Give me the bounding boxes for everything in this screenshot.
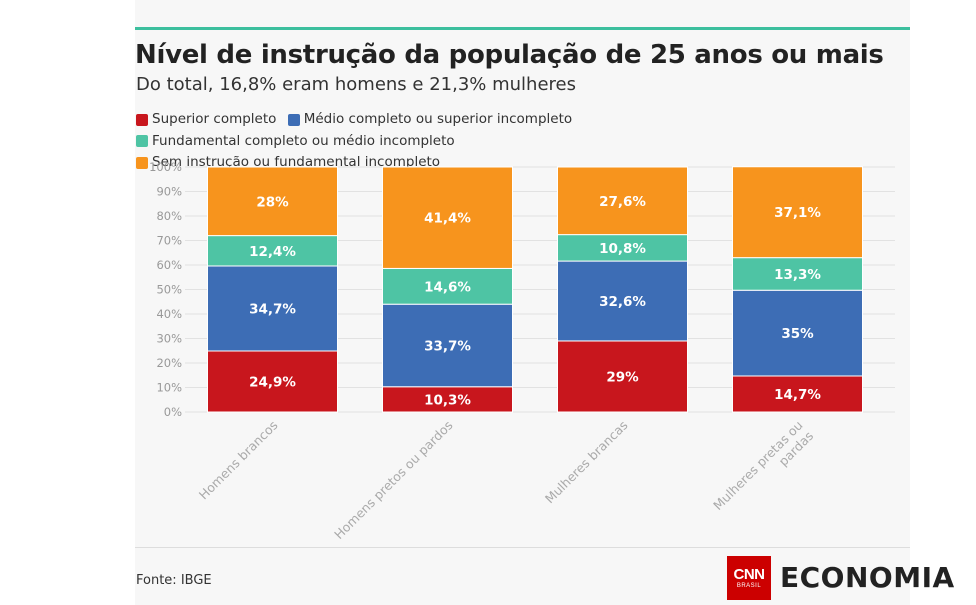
data-label: 33,7% [424,338,471,354]
bar-segment [382,386,513,413]
data-label: 24,9% [249,374,296,390]
bar-segment [382,303,513,388]
legend-item-sem-instrucao: Sem instrução ou fundamental incompleto [136,153,440,172]
legend-label: Superior completo [152,111,277,127]
x-tick-label: Mulheres brancas [542,418,631,507]
y-tick-label: 20% [156,356,182,370]
x-tick-label: Homens brancos [196,418,281,503]
legend-label: Médio completo ou superior incompleto [303,111,573,127]
bar-segment [207,350,338,413]
data-label: 12,4% [249,244,296,260]
data-label: 27,6% [599,194,646,210]
bar-segment [382,166,513,269]
data-label: 14,7% [774,387,821,403]
logo-sub-text: BRASIL [736,582,762,589]
y-tick-label: 30% [156,332,182,346]
chart-subtitle: Do total, 16,8% eram homens e 21,3% mulh… [136,74,576,95]
legend-label: Fundamental completo ou médio incompleto [152,132,455,149]
y-tick-label: 70% [156,234,182,248]
chart-title: Nível de instrução da população de 25 an… [135,40,884,70]
logo-main-text: CNN [733,565,766,583]
legend-swatch [136,156,148,169]
y-tick-label: 0% [164,405,182,419]
bar-segment [557,340,688,413]
data-label: 13,3% [774,267,821,283]
y-tick-label: 10% [156,381,182,395]
y-tick-label: 100% [149,160,182,174]
bar-segment [732,375,863,413]
bar-segment [732,166,863,259]
bar-segment [557,166,688,236]
legend-item-medio: Médio completo ou superior incompleto [287,110,573,129]
cnn-brasil-logo: CNN BRASIL [727,556,771,600]
y-tick-label: 60% [156,258,182,272]
legend: Superior completo Médio completo ou supe… [136,110,896,175]
bar-segment [207,265,338,352]
legend-swatch [287,113,300,126]
y-tick-label: 50% [156,283,182,297]
data-label: 14,6% [424,279,471,295]
x-tick-label: Homens pretos ou pardos [331,418,455,540]
stacked-bar-chart: 0% 10% 20% 30% 40% 50% 60% 70% 80% 90% 100% 24,9% 34… [149,160,895,540]
data-label: 35% [781,326,814,342]
source-note: Fonte: IBGE [136,573,212,588]
data-label: 28% [256,194,289,210]
data-label: 32,6% [599,294,646,310]
legend-swatch [136,113,148,126]
data-label: 29% [606,369,639,385]
legend-item-superior: Superior completo [136,110,276,129]
bar-segment [207,166,338,237]
x-tick-label: Mulheres pretas oupardas [710,418,816,524]
bar-segment [207,235,338,267]
top-accent-line [135,27,910,30]
legend-label: Sem instrução ou fundamental incompleto [152,154,441,170]
data-label: 41,4% [424,211,471,227]
brand-text: ECONOMIA [780,561,955,594]
y-tick-label: 90% [156,185,182,199]
data-label: 10,8% [599,241,646,257]
data-label: 37,1% [774,205,821,221]
footer-divider [135,547,910,548]
legend-swatch [136,135,148,147]
data-label: 34,7% [249,301,296,317]
data-label: 10,3% [424,392,471,408]
y-tick-label: 80% [156,209,182,223]
bar-segment [382,267,513,305]
economia-brand: ECONOMIA [780,561,955,594]
legend-item-fundamental: Fundamental completo ou médio incompleto [136,132,455,151]
y-tick-label: 40% [156,307,182,321]
